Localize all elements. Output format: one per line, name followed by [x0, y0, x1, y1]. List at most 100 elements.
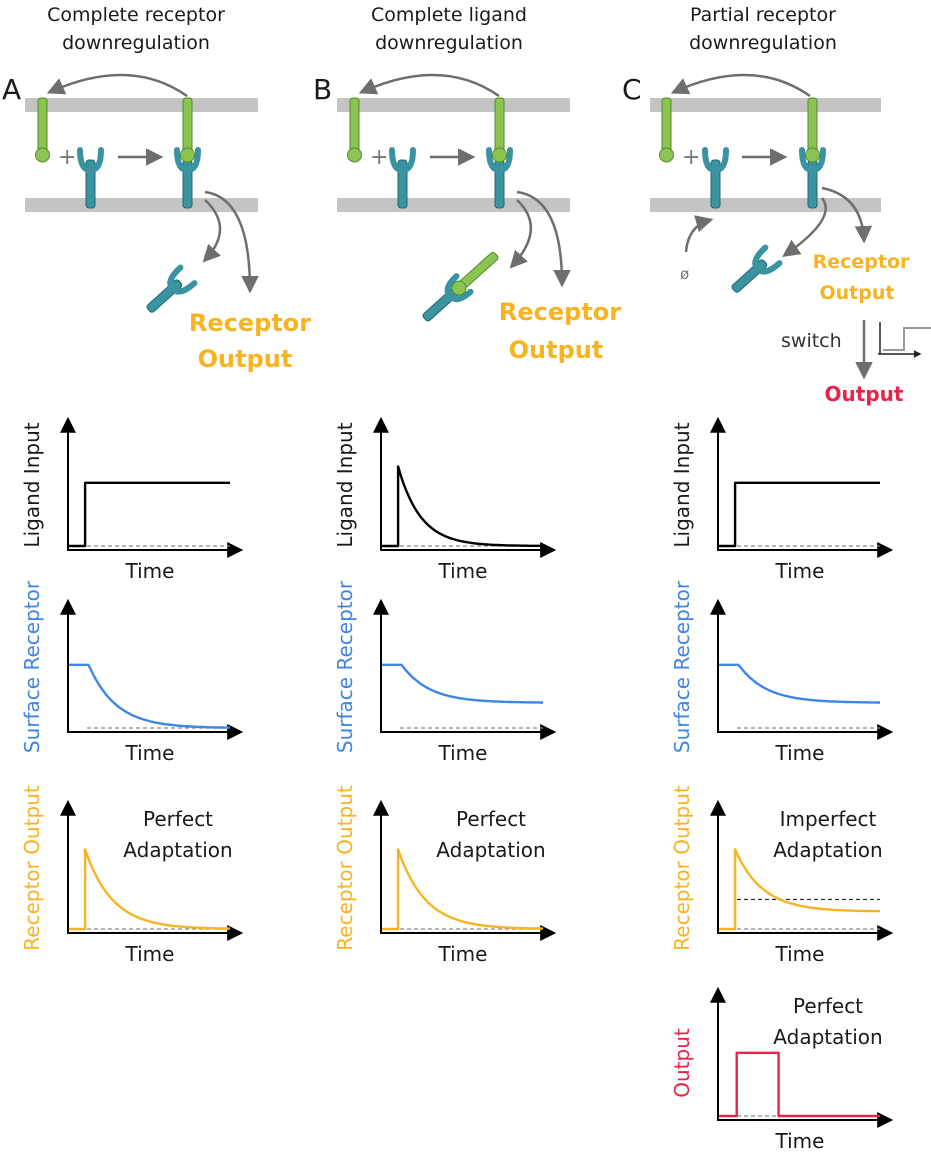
y-axis-label: Ligand Input: [670, 422, 694, 547]
plus-sign: +: [58, 145, 76, 170]
signaling-arrow: [516, 190, 571, 288]
plot-ligand-panel-b: Time Ligand Input: [333, 416, 557, 583]
annotation-line1: Perfect: [456, 807, 526, 831]
panel-a-letter: A: [2, 73, 21, 106]
internalization-arrow: [202, 199, 222, 263]
panel-c-output-line1: Receptor: [813, 251, 910, 273]
x-axis-label: Time: [438, 942, 488, 966]
y-axis-label: Receptor Output: [670, 785, 694, 951]
x-axis-label: Time: [125, 942, 175, 966]
plot-ligand-panel-a: Time Ligand Input: [20, 416, 244, 583]
bound-complex: [799, 97, 826, 209]
annotation-line1: Imperfect: [780, 807, 877, 831]
panel-c-letter: C: [622, 73, 642, 106]
plot-receptor-panel-c: Time Receptor Output Imperfect Adaptation: [670, 785, 894, 966]
y-axis-label: Receptor Output: [333, 785, 357, 951]
annotation-line2: Adaptation: [123, 838, 232, 862]
receptor-trace: [719, 848, 880, 931]
membrane-bottom: [337, 198, 570, 212]
free-ligand: [35, 97, 50, 163]
null-symbol: ø: [680, 265, 689, 283]
y-axis-label: Surface Receptor: [670, 580, 694, 753]
panel-b-output-line1: Receptor: [499, 298, 621, 326]
x-axis-label: Time: [775, 741, 825, 765]
surface-trace: [382, 663, 543, 704]
free-ligand: [347, 97, 362, 163]
panel-b-letter: B: [313, 73, 332, 106]
switch-label: switch: [781, 330, 842, 352]
switch-inset-icon: [878, 322, 931, 358]
panel-b-output-line2: Output: [509, 336, 604, 364]
x-axis-label: Time: [775, 942, 825, 966]
panel-c-schematic: + ø Receptor Output switch Output: [650, 73, 931, 406]
plot-receptor-panel-a: Time Receptor Output Perfect Adaptation: [20, 785, 244, 966]
bound-complex: [486, 97, 513, 209]
panel-b-title-line1: Complete ligand: [371, 4, 527, 26]
panel-a-output-line2: Output: [198, 345, 293, 373]
membrane-top: [650, 98, 881, 112]
surface-trace: [719, 663, 880, 704]
internalized-receptor: [146, 264, 198, 313]
y-axis-label: Receptor Output: [20, 785, 44, 951]
membrane-top: [337, 98, 570, 112]
internalized-complex: [422, 251, 499, 322]
panel-a-output-line1: Receptor: [189, 309, 311, 337]
free-receptor: [77, 147, 104, 209]
x-axis-label: Time: [438, 741, 488, 765]
x-axis-label: Time: [125, 741, 175, 765]
output-trace: [719, 1051, 880, 1118]
ligand-trace: [382, 465, 543, 548]
internalization-arrow: [509, 199, 532, 269]
plot-surface-panel-a: Time Surface Receptor: [20, 580, 244, 765]
panel-c-output-line2: Output: [820, 282, 895, 304]
x-axis-label: Time: [438, 559, 488, 583]
panel-a-schematic: + Receptor Output: [25, 73, 311, 373]
panel-c-final-output: Output: [825, 382, 904, 406]
x-axis-label: Time: [125, 559, 175, 583]
internalized-receptor: [731, 244, 783, 293]
annotation-line2: Adaptation: [773, 838, 882, 862]
recycle-arrow: [670, 73, 811, 98]
panel-c-title-line1: Partial receptor: [690, 4, 836, 26]
bound-complex: [174, 97, 201, 209]
annotation-line1: Perfect: [793, 994, 863, 1018]
panel-c-title-line2: downregulation: [689, 32, 837, 54]
annotation-line1: Perfect: [143, 807, 213, 831]
internalization-arrow: [782, 197, 827, 258]
plus-sign: +: [370, 145, 388, 170]
x-axis-label: Time: [775, 1129, 825, 1153]
ligand-trace: [69, 481, 230, 548]
plot-surface-panel-b: Time Surface Receptor: [333, 580, 557, 765]
signaling-arrow: [204, 190, 259, 294]
y-axis-label: Ligand Input: [20, 422, 44, 547]
annotation-line2: Adaptation: [436, 838, 545, 862]
panel-a-header: Complete receptor downregulation A: [2, 4, 225, 106]
membrane-bottom: [25, 198, 258, 212]
recycle-arrow: [358, 73, 500, 98]
surface-trace: [69, 663, 230, 729]
synthesis-arrow: [684, 215, 714, 253]
panel-b-header: Complete ligand downregulation B: [313, 4, 527, 106]
panel-a-title-line1: Complete receptor: [47, 4, 225, 26]
receptor-trace: [382, 848, 543, 931]
signaling-arrow: [821, 186, 873, 244]
panel-b-schematic: + Receptor Output: [337, 73, 621, 364]
panel-b-title-line2: downregulation: [375, 32, 523, 54]
panel-a-title-line2: downregulation: [62, 32, 210, 54]
free-ligand: [659, 97, 674, 163]
x-axis-label: Time: [775, 559, 825, 583]
free-receptor: [702, 147, 729, 209]
receptor-trace: [69, 848, 230, 931]
plot-surface-panel-c: Time Surface Receptor: [670, 580, 894, 765]
plot-receptor-panel-b: Time Receptor Output Perfect Adaptation: [333, 785, 557, 966]
annotation-line2: Adaptation: [773, 1025, 882, 1049]
recycle-arrow: [46, 73, 188, 98]
membrane-top: [25, 98, 258, 112]
y-axis-label: Output: [670, 1028, 694, 1098]
y-axis-label: Ligand Input: [333, 422, 357, 547]
plus-sign: +: [682, 145, 700, 170]
y-axis-label: Surface Receptor: [20, 580, 44, 753]
ligand-trace: [719, 481, 880, 548]
